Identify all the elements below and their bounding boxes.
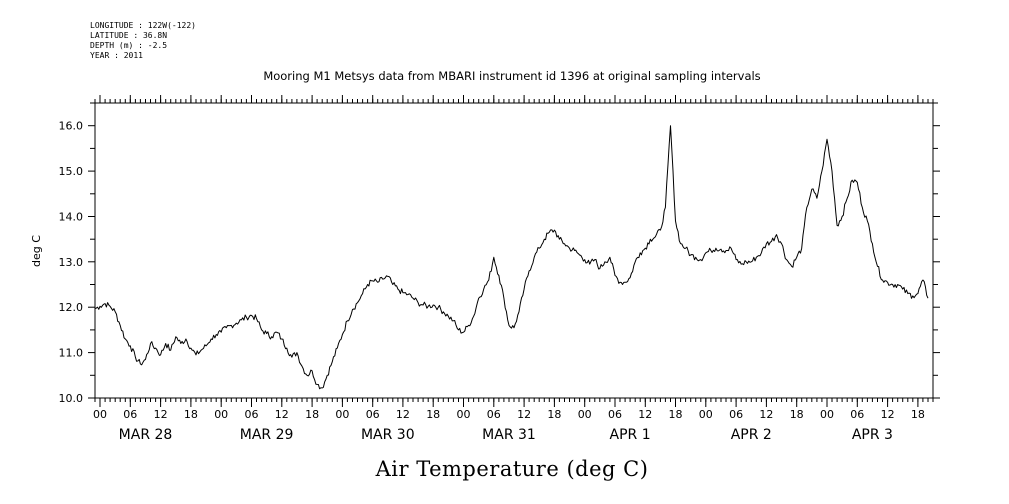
y-tick-label: 15.0	[59, 165, 84, 178]
x-hour-label: 06	[245, 408, 259, 421]
x-hour-label: 12	[154, 408, 168, 421]
x-hour-label: 00	[457, 408, 471, 421]
y-axis: 10.0 11.0 12.0 13.0 14.0 15.0 16.0	[59, 102, 940, 405]
x-day-label: APR 2	[731, 427, 772, 443]
x-hour-label: 18	[184, 408, 198, 421]
x-hour-label: 18	[790, 408, 804, 421]
x-axis-title: Air Temperature (deg C)	[375, 457, 649, 481]
series-layer	[94, 125, 929, 390]
x-hour-label: 06	[123, 408, 137, 421]
chart-title: Mooring M1 Metsys data from MBARI instru…	[263, 69, 760, 83]
x-hour-label: 18	[426, 408, 440, 421]
y-tick-label: 10.0	[59, 392, 84, 405]
x-hour-label: 00	[699, 408, 713, 421]
x-hour-label: 00	[214, 408, 228, 421]
year-text: YEAR : 2011	[90, 51, 143, 60]
x-hour-label: 06	[487, 408, 501, 421]
y-tick-label: 11.0	[59, 347, 84, 360]
x-hour-label: 12	[759, 408, 773, 421]
x-day-label: MAR 30	[361, 427, 415, 443]
x-day-label: MAR 29	[240, 427, 294, 443]
x-hour-label: 00	[820, 408, 834, 421]
plot-frame	[94, 102, 934, 399]
x-hour-label: 06	[366, 408, 380, 421]
x-day-label: APR 1	[610, 427, 651, 443]
x-hour-label: 18	[305, 408, 319, 421]
y-axis-title: deg C	[30, 235, 43, 267]
station-metadata: LONGITUDE : 122W(-122) LATITUDE : 36.8N …	[90, 21, 196, 61]
x-hour-label: 00	[578, 408, 592, 421]
x-hour-label: 18	[547, 408, 561, 421]
x-hour-label: 12	[517, 408, 531, 421]
x-day-label: APR 3	[852, 427, 893, 443]
y-tick-label: 16.0	[59, 120, 84, 133]
x-day-label: MAR 31	[482, 427, 536, 443]
x-hour-label: 12	[881, 408, 895, 421]
x-hour-label: 12	[396, 408, 410, 421]
air-temperature-series-line	[94, 125, 929, 390]
y-tick-label: 14.0	[59, 211, 84, 224]
x-hour-label: 00	[335, 408, 349, 421]
y-tick-label: 13.0	[59, 256, 84, 269]
minor-ticks	[94, 99, 934, 402]
x-axis: 00 06 12 18 MAR 28 00 06 12 18 MAR 29 00 06 12 18 MAR …	[93, 95, 925, 443]
x-hour-label: 12	[275, 408, 289, 421]
x-hour-label: 06	[729, 408, 743, 421]
x-hour-label: 18	[669, 408, 683, 421]
x-hour-label: 18	[911, 408, 925, 421]
x-hour-label: 06	[608, 408, 622, 421]
depth-text: DEPTH (m) : -2.5	[90, 41, 168, 50]
x-hour-label: 12	[638, 408, 652, 421]
x-hour-label: 00	[93, 408, 107, 421]
longitude-text: LONGITUDE : 122W(-122)	[90, 21, 196, 30]
latitude-text: LATITUDE : 36.8N	[90, 31, 168, 40]
x-day-label: MAR 28	[119, 427, 173, 443]
y-tick-label: 12.0	[59, 301, 84, 314]
x-hour-label: 06	[850, 408, 864, 421]
